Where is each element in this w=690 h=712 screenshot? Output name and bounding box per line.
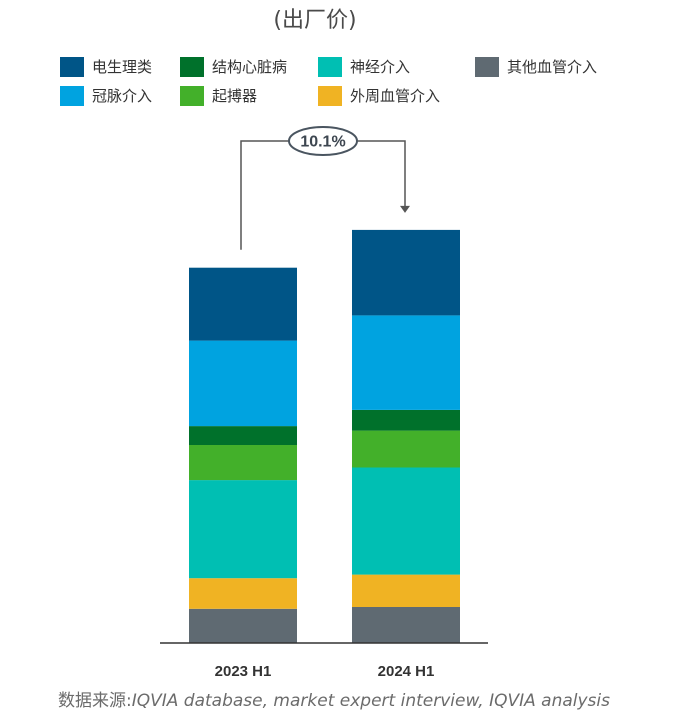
bar-segment	[352, 229, 460, 316]
chart-subtitle: (出厂价)	[273, 8, 357, 33]
legend-swatch	[60, 56, 84, 77]
legend-item: 电生理类	[60, 56, 152, 77]
bar-segment	[352, 467, 460, 575]
legend-label: 外周血管介入	[350, 87, 441, 105]
legend-label: 冠脉介入	[92, 87, 153, 105]
legend-item: 起搏器	[180, 85, 257, 106]
legend-item: 冠脉介入	[60, 85, 152, 106]
growth-badge	[288, 126, 358, 156]
bar-segment	[352, 430, 460, 468]
bar-segment	[189, 578, 297, 609]
growth-label: 10.1%	[300, 134, 345, 151]
x-tick-label: 2024 H1	[378, 663, 435, 680]
legend-label: 电生理类	[92, 58, 153, 76]
source-label: 数据来源:	[58, 691, 132, 711]
x-tick-label: 2023 H1	[215, 663, 272, 680]
bar-segment	[189, 426, 297, 445]
bar-segment	[189, 445, 297, 481]
legend-swatch	[475, 56, 499, 77]
bar-segment	[352, 607, 460, 643]
bar-segment	[352, 315, 460, 410]
legend-label: 起搏器	[212, 87, 258, 105]
legend-label: 神经介入	[350, 58, 411, 76]
legend-swatch	[318, 85, 342, 106]
legend-swatch	[180, 56, 204, 77]
bar-segment	[189, 340, 297, 427]
legend-item: 其他血管介入	[475, 56, 597, 77]
legend-label: 其他血管介入	[507, 58, 598, 76]
bar-segment	[189, 608, 297, 643]
legend-item: 结构心脏病	[180, 56, 287, 77]
legend-item: 神经介入	[318, 56, 410, 77]
bar-segment	[189, 267, 297, 341]
growth-arrowhead	[400, 205, 410, 213]
legend-label: 结构心脏病	[212, 58, 288, 76]
legend-swatch	[60, 85, 84, 106]
source-note: 数据来源:IQVIA database, market expert inter…	[58, 686, 610, 711]
bar-segment	[189, 480, 297, 579]
bar-segment	[352, 409, 460, 431]
legend-swatch	[180, 85, 204, 106]
legend-swatch	[318, 56, 342, 77]
source-text: IQVIA database, market expert interview,…	[131, 691, 610, 711]
bar-segment	[352, 574, 460, 607]
legend-item: 外周血管介入	[318, 85, 440, 106]
